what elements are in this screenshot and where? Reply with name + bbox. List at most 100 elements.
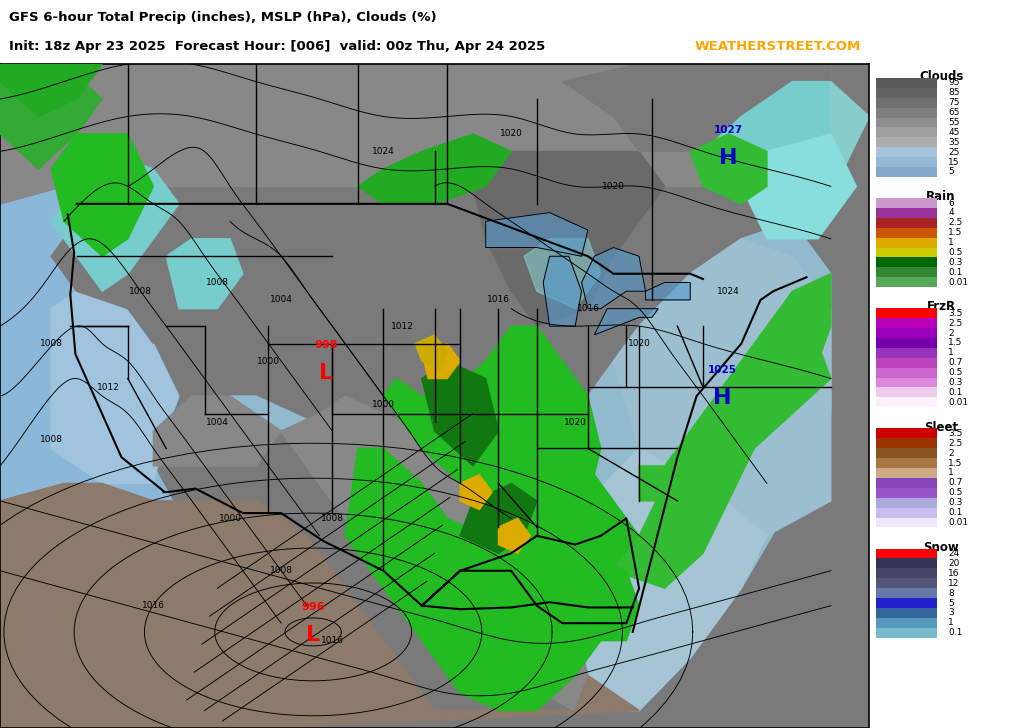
Text: 1016: 1016 xyxy=(321,636,343,645)
Polygon shape xyxy=(473,151,665,326)
Text: Init: 18z Apr 23 2025  Forecast Hour: [006]  valid: 00z Thu, Apr 24 2025: Init: 18z Apr 23 2025 Forecast Hour: [00… xyxy=(9,39,545,52)
Polygon shape xyxy=(153,396,639,711)
Text: 1.5: 1.5 xyxy=(948,228,962,237)
Text: L: L xyxy=(319,363,333,384)
Text: L: L xyxy=(306,625,320,646)
Polygon shape xyxy=(645,282,690,300)
Polygon shape xyxy=(703,82,831,186)
Bar xyxy=(876,208,937,218)
Polygon shape xyxy=(460,475,492,510)
Text: 0.1: 0.1 xyxy=(948,628,962,637)
Bar xyxy=(876,507,937,518)
Text: 4: 4 xyxy=(948,208,954,218)
Text: WEATHERSTREET.COM: WEATHERSTREET.COM xyxy=(694,39,860,52)
Text: 1008: 1008 xyxy=(40,435,63,444)
Text: 85: 85 xyxy=(948,88,959,98)
Bar xyxy=(876,578,937,588)
Text: 998: 998 xyxy=(314,341,337,350)
Polygon shape xyxy=(0,64,166,466)
Text: 6: 6 xyxy=(948,199,954,207)
Text: 0.01: 0.01 xyxy=(948,397,968,407)
Text: 0.1: 0.1 xyxy=(948,268,962,277)
Bar xyxy=(876,147,937,157)
Text: Snow: Snow xyxy=(923,541,959,554)
Polygon shape xyxy=(562,64,831,151)
Polygon shape xyxy=(498,518,531,553)
Polygon shape xyxy=(460,483,537,553)
Polygon shape xyxy=(0,483,639,728)
Bar xyxy=(876,78,937,88)
Text: 35: 35 xyxy=(948,138,959,147)
Bar xyxy=(876,387,937,397)
Polygon shape xyxy=(345,448,639,711)
Bar xyxy=(876,117,937,127)
Polygon shape xyxy=(415,335,448,370)
Text: 1016: 1016 xyxy=(487,296,510,304)
Text: 1000: 1000 xyxy=(372,400,395,409)
Bar xyxy=(876,338,937,348)
Text: 3: 3 xyxy=(948,609,954,617)
Polygon shape xyxy=(543,256,581,326)
Text: 1008: 1008 xyxy=(40,339,63,348)
Polygon shape xyxy=(51,151,179,291)
Text: 0.3: 0.3 xyxy=(948,258,962,267)
Bar xyxy=(876,608,937,618)
Bar xyxy=(876,569,937,578)
Bar xyxy=(876,438,937,448)
Bar xyxy=(876,228,937,237)
Polygon shape xyxy=(421,344,460,379)
Bar xyxy=(876,478,937,488)
Text: 24: 24 xyxy=(948,549,959,558)
Polygon shape xyxy=(0,64,230,204)
Text: 1004: 1004 xyxy=(269,296,293,304)
Text: 1012: 1012 xyxy=(97,383,121,392)
Text: 0.5: 0.5 xyxy=(948,488,962,497)
Bar xyxy=(876,258,937,267)
Polygon shape xyxy=(0,64,102,169)
Text: 1000: 1000 xyxy=(219,514,241,523)
Text: 3.5: 3.5 xyxy=(948,429,962,438)
Text: 0.3: 0.3 xyxy=(948,498,962,507)
Polygon shape xyxy=(831,82,869,186)
Text: 1020: 1020 xyxy=(499,130,523,138)
Bar xyxy=(876,198,937,208)
Bar xyxy=(876,127,937,138)
Bar xyxy=(876,429,937,438)
Bar xyxy=(876,618,937,628)
Bar xyxy=(876,458,937,468)
Bar xyxy=(876,378,937,387)
Text: 20: 20 xyxy=(948,559,959,568)
Bar xyxy=(876,267,937,277)
Bar xyxy=(876,318,937,328)
Text: 1016: 1016 xyxy=(142,601,165,610)
Bar xyxy=(876,108,937,117)
Polygon shape xyxy=(51,134,153,256)
Text: 1016: 1016 xyxy=(576,304,600,313)
Text: 8: 8 xyxy=(948,589,954,598)
Bar xyxy=(876,468,937,478)
Text: 1024: 1024 xyxy=(717,287,739,296)
Bar xyxy=(876,348,937,357)
Text: 25: 25 xyxy=(948,148,959,157)
Text: 1020: 1020 xyxy=(602,182,625,191)
Text: 1020: 1020 xyxy=(564,418,587,427)
Bar xyxy=(876,328,937,338)
Bar xyxy=(876,88,937,98)
Bar xyxy=(876,488,937,498)
Bar xyxy=(876,218,937,228)
Polygon shape xyxy=(639,274,831,501)
Text: 996: 996 xyxy=(301,603,325,612)
Polygon shape xyxy=(690,134,767,204)
Text: 1024: 1024 xyxy=(372,147,395,156)
Text: 16: 16 xyxy=(948,569,959,578)
Text: 45: 45 xyxy=(948,128,959,137)
Text: 0.1: 0.1 xyxy=(948,388,962,397)
Bar xyxy=(876,598,937,608)
Bar xyxy=(876,518,937,527)
Bar xyxy=(876,157,937,167)
Text: 0.7: 0.7 xyxy=(948,358,962,367)
Text: 0.7: 0.7 xyxy=(948,478,962,487)
Bar xyxy=(876,628,937,638)
Text: H: H xyxy=(713,388,731,408)
Text: 1: 1 xyxy=(948,618,954,628)
